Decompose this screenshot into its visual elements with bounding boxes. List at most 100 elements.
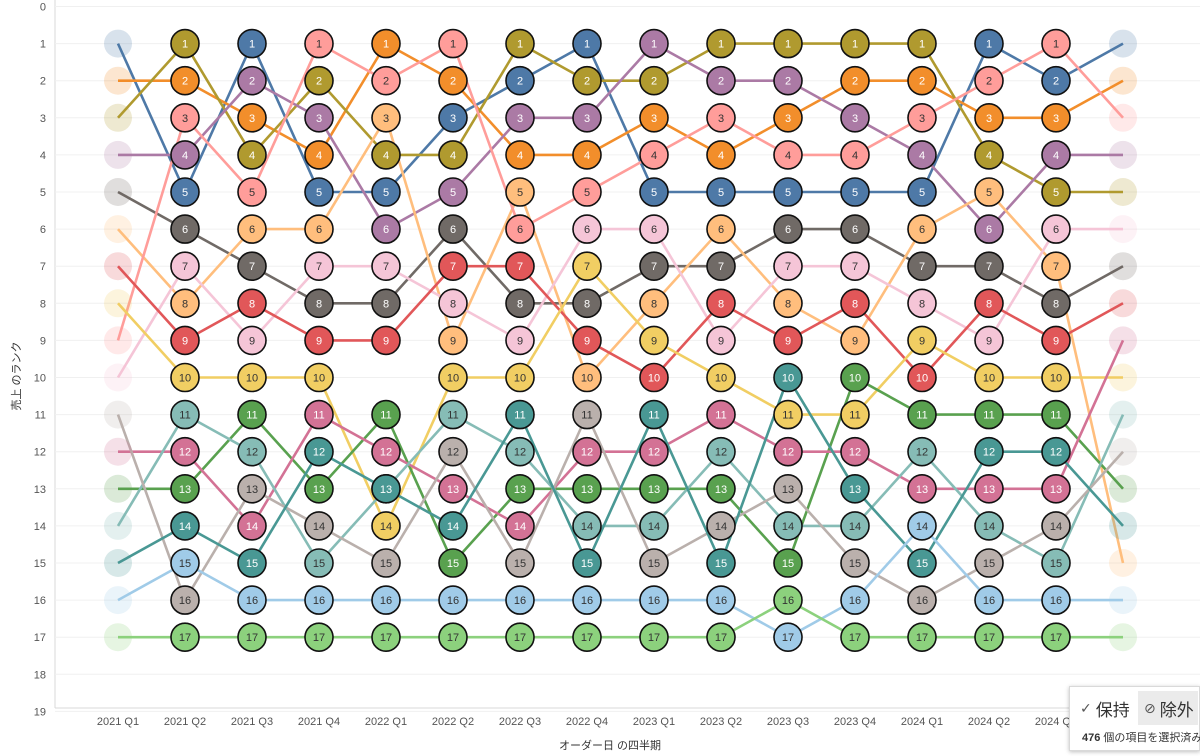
rank-marker[interactable] <box>840 288 870 319</box>
rank-marker-faded[interactable] <box>1109 623 1137 652</box>
rank-marker[interactable] <box>438 325 468 356</box>
rank-marker[interactable] <box>572 288 602 319</box>
rank-marker[interactable] <box>974 177 1004 207</box>
rank-marker[interactable] <box>371 65 401 96</box>
rank-marker[interactable] <box>773 140 803 170</box>
rank-marker[interactable] <box>639 325 669 356</box>
rank-marker[interactable] <box>907 288 937 319</box>
rank-marker[interactable] <box>304 65 334 96</box>
rank-marker[interactable] <box>170 103 200 133</box>
rank-marker[interactable] <box>438 140 468 170</box>
rank-marker[interactable] <box>438 65 468 96</box>
rank-marker[interactable] <box>237 436 267 467</box>
rank-marker[interactable] <box>371 177 401 207</box>
rank-marker[interactable] <box>371 585 401 615</box>
rank-marker[interactable] <box>773 177 803 207</box>
rank-marker[interactable] <box>304 103 334 133</box>
rank-marker[interactable] <box>505 585 535 615</box>
rank-marker[interactable] <box>773 511 803 541</box>
rank-marker[interactable] <box>170 622 200 653</box>
rank-marker[interactable] <box>706 622 736 653</box>
rank-marker-faded[interactable] <box>1109 437 1137 466</box>
rank-marker[interactable] <box>773 399 803 430</box>
rank-marker[interactable] <box>304 28 334 59</box>
rank-marker[interactable] <box>572 511 602 541</box>
rank-marker[interactable] <box>572 548 602 578</box>
rank-marker[interactable] <box>237 214 267 244</box>
rank-marker[interactable] <box>438 399 468 430</box>
rank-marker[interactable] <box>1041 436 1071 467</box>
rank-marker[interactable] <box>773 214 803 244</box>
rank-marker[interactable] <box>706 399 736 430</box>
rank-marker[interactable] <box>572 585 602 615</box>
rank-marker[interactable] <box>438 177 468 207</box>
rank-marker[interactable] <box>840 436 870 467</box>
rank-marker-faded[interactable] <box>104 623 132 652</box>
rank-marker[interactable] <box>639 251 669 282</box>
keep-only-button[interactable]: ✓ 保持 <box>1074 691 1134 725</box>
rank-marker[interactable] <box>840 622 870 653</box>
rank-marker[interactable] <box>170 399 200 430</box>
rank-marker[interactable] <box>840 473 870 504</box>
rank-marker-faded[interactable] <box>1109 103 1137 132</box>
rank-marker[interactable] <box>706 473 736 504</box>
rank-marker[interactable] <box>639 436 669 467</box>
rank-marker[interactable] <box>639 362 669 393</box>
rank-marker[interactable] <box>170 511 200 541</box>
rank-marker[interactable] <box>170 585 200 615</box>
rank-marker-faded[interactable] <box>104 549 132 577</box>
rank-marker[interactable] <box>974 622 1004 653</box>
rank-marker[interactable] <box>639 28 669 59</box>
rank-marker[interactable] <box>304 622 334 653</box>
rank-marker[interactable] <box>572 177 602 207</box>
rank-marker[interactable] <box>773 585 803 615</box>
rank-marker[interactable] <box>639 622 669 653</box>
rank-marker[interactable] <box>706 65 736 96</box>
rank-marker[interactable] <box>706 362 736 393</box>
rank-marker[interactable] <box>438 548 468 578</box>
rank-marker[interactable] <box>237 251 267 282</box>
rank-marker[interactable] <box>840 399 870 430</box>
rank-marker[interactable] <box>237 548 267 578</box>
rank-marker[interactable] <box>907 585 937 615</box>
rank-marker[interactable] <box>438 288 468 319</box>
rank-marker[interactable] <box>572 65 602 96</box>
rank-marker[interactable] <box>639 288 669 319</box>
rank-marker[interactable] <box>1041 251 1071 282</box>
rank-marker[interactable] <box>840 548 870 578</box>
rank-marker[interactable] <box>974 140 1004 170</box>
rank-marker-faded[interactable] <box>104 178 132 206</box>
rank-marker[interactable] <box>907 103 937 133</box>
rank-marker[interactable] <box>1041 585 1071 615</box>
rank-marker[interactable] <box>572 473 602 504</box>
rank-marker-faded[interactable] <box>104 252 132 281</box>
rank-marker-faded[interactable] <box>104 326 132 355</box>
rank-marker[interactable] <box>639 103 669 133</box>
rank-marker[interactable] <box>639 65 669 96</box>
rank-marker[interactable] <box>237 362 267 393</box>
rank-marker[interactable] <box>907 622 937 653</box>
rank-marker-faded[interactable] <box>104 400 132 429</box>
rank-marker[interactable] <box>907 65 937 96</box>
rank-marker[interactable] <box>773 622 803 653</box>
rank-marker[interactable] <box>974 65 1004 96</box>
rank-marker[interactable] <box>237 325 267 356</box>
rank-marker[interactable] <box>304 362 334 393</box>
rank-marker[interactable] <box>974 28 1004 59</box>
rank-marker[interactable] <box>773 362 803 393</box>
rank-marker-faded[interactable] <box>104 289 132 318</box>
rank-marker[interactable] <box>773 65 803 96</box>
rank-marker[interactable] <box>304 585 334 615</box>
rank-marker[interactable] <box>438 585 468 615</box>
rank-marker[interactable] <box>170 214 200 244</box>
rank-marker[interactable] <box>572 251 602 282</box>
rank-marker[interactable] <box>907 511 937 541</box>
rank-marker[interactable] <box>974 214 1004 244</box>
rank-marker[interactable] <box>304 399 334 430</box>
rank-marker[interactable] <box>237 65 267 96</box>
rank-marker[interactable] <box>505 325 535 356</box>
rank-marker[interactable] <box>1041 473 1071 504</box>
rank-marker[interactable] <box>639 140 669 170</box>
